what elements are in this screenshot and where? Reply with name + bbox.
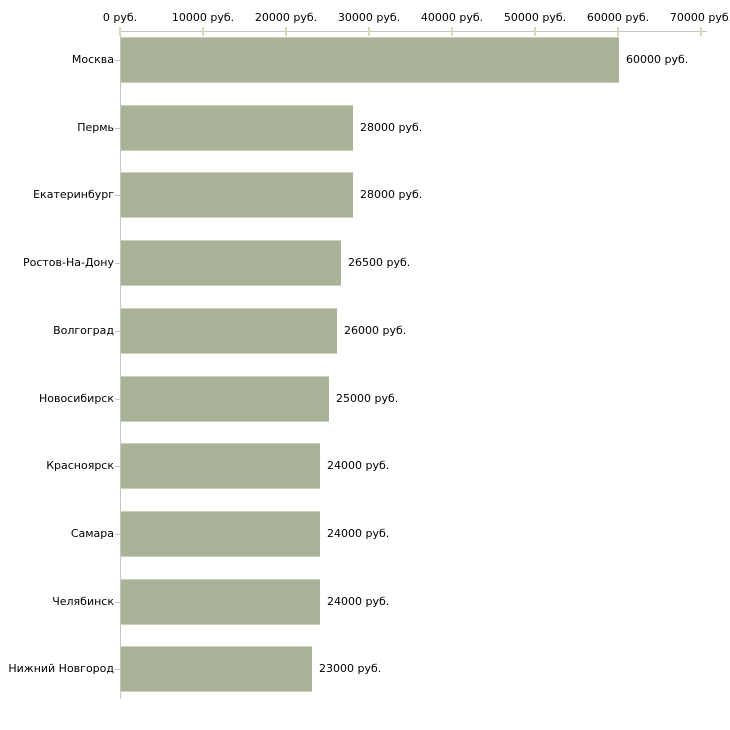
bar: [121, 443, 320, 489]
value-label: 26500 руб.: [348, 256, 411, 269]
y-tick-mark: [115, 128, 120, 129]
y-tick-mark: [115, 263, 120, 264]
x-tick-mark: [700, 27, 702, 36]
x-tick-label: 40000 руб.: [420, 11, 484, 24]
value-label: 25000 руб.: [336, 392, 399, 405]
x-tick-mark: [617, 27, 619, 36]
x-tick-label: 30000 руб.: [337, 11, 401, 24]
value-label: 24000 руб.: [327, 459, 390, 472]
value-label: 60000 руб.: [626, 53, 689, 66]
bar: [121, 240, 341, 286]
category-label: Новосибирск: [38, 392, 114, 405]
category-label: Волгоград: [53, 324, 114, 337]
x-tick-label: 70000 руб.: [669, 11, 730, 24]
x-tick-mark: [368, 27, 370, 36]
x-tick-label: 0 руб.: [102, 11, 138, 24]
y-tick-mark: [115, 399, 120, 400]
bar: [121, 172, 353, 218]
x-tick-label: 50000 руб.: [503, 11, 567, 24]
category-label: Самара: [70, 527, 114, 540]
value-label: 23000 руб.: [319, 662, 382, 675]
value-label: 24000 руб.: [327, 595, 390, 608]
x-tick-label: 60000 руб.: [586, 11, 650, 24]
bar: [121, 646, 312, 692]
bar: [121, 579, 320, 625]
value-label: 28000 руб.: [360, 121, 423, 134]
bar: [121, 511, 320, 557]
y-tick-mark: [115, 534, 120, 535]
y-tick-mark: [115, 602, 120, 603]
x-tick-mark: [202, 27, 204, 36]
bar: [121, 376, 329, 422]
category-label: Красноярск: [46, 459, 114, 472]
x-tick-label: 20000 руб.: [254, 11, 318, 24]
category-label: Екатеринбург: [33, 188, 114, 201]
x-axis-line: [120, 31, 707, 32]
x-tick-mark: [119, 27, 121, 36]
value-label: 28000 руб.: [360, 188, 423, 201]
category-label: Челябинск: [52, 595, 114, 608]
category-label: Нижний Новгород: [8, 662, 114, 675]
bar: [121, 37, 619, 83]
category-label: Москва: [71, 53, 114, 66]
bar: [121, 308, 337, 354]
x-tick-mark: [451, 27, 453, 36]
y-tick-mark: [115, 195, 120, 196]
value-label: 24000 руб.: [327, 527, 390, 540]
bar: [121, 105, 353, 151]
x-tick-label: 10000 руб.: [171, 11, 235, 24]
category-label: Ростов-На-Дону: [22, 256, 114, 269]
y-tick-mark: [115, 466, 120, 467]
x-tick-mark: [534, 27, 536, 36]
category-label: Пермь: [77, 121, 114, 134]
y-tick-mark: [115, 331, 120, 332]
value-label: 26000 руб.: [344, 324, 407, 337]
y-tick-mark: [115, 669, 120, 670]
y-axis-line: [120, 31, 121, 699]
x-tick-mark: [285, 27, 287, 36]
y-tick-mark: [115, 60, 120, 61]
